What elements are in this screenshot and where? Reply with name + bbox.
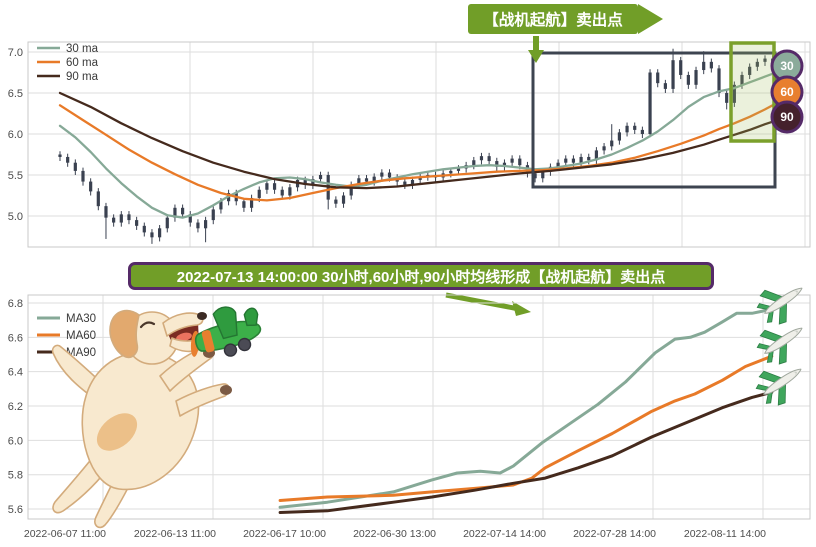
x-axis-tick: 2022-06-13 11:00: [134, 528, 216, 540]
y-axis-tick: 6.2: [8, 401, 23, 413]
annotation-arrow-down: [533, 36, 539, 51]
bottom-legend: MA30 MA60 MA90: [37, 313, 96, 359]
x-axis-tick: 2022-06-30 13:00: [353, 528, 436, 540]
x-axis-tick: 2022-07-28 14:00: [573, 528, 656, 540]
legend-label: MA60: [66, 330, 96, 342]
dog-upper-jaw: [162, 312, 204, 337]
legend-label: MA90: [66, 347, 96, 359]
dog-tongue: [176, 332, 192, 342]
ma-line-90ma: [58, 91, 782, 190]
y-axis-tick: 6.8: [8, 298, 23, 310]
y-axis-tick: 6.5: [8, 88, 23, 100]
toy-plane-stripe: [201, 330, 215, 353]
toy-plane-wheel: [237, 337, 252, 352]
decor-layer: [51, 271, 814, 529]
plot-border: [27, 294, 811, 520]
ma-line-MA90: [278, 390, 774, 514]
dog-illustration: [51, 309, 232, 529]
badge-label: 60: [780, 85, 794, 99]
ma-line-60ma: [58, 100, 782, 202]
toy-plane-tailfin: [243, 307, 259, 327]
y-axis-tick: 6.4: [8, 367, 23, 379]
badge-60: 60: [770, 75, 804, 109]
dog-eye: [139, 321, 156, 329]
x-axis-tick: 2022-08-11 14:00: [684, 528, 766, 540]
legend-label: MA30: [66, 313, 96, 325]
ma-line-MA30: [278, 308, 770, 509]
toy-plane-wheel: [223, 343, 238, 357]
x-axis-tick: 2022-07-14 14:00: [463, 528, 546, 540]
legend-label: 30 ma: [66, 43, 99, 55]
legend-label: 60 ma: [66, 57, 99, 69]
dog-nose: [197, 312, 207, 320]
badge-label: 30: [780, 59, 794, 73]
toy-plane-wing: [212, 306, 238, 340]
top-chart: 7.0 6.5 6.0 5.5 5.0 30 ma 60 ma 90 ma 30 60 90: [8, 41, 811, 248]
dog-paw-pad: [220, 385, 232, 395]
y-axis-tick: 6.0: [8, 129, 23, 141]
badge-90: 90: [770, 100, 804, 134]
jet-ma30: [751, 271, 814, 332]
x-axis-tick: 2022-06-17 10:00: [243, 528, 326, 540]
bottom-chart: 2022-06-07 11:00 2022-06-13 11:00 2022-06-…: [8, 294, 811, 540]
y-axis-tick: 5.6: [8, 504, 23, 516]
top-legend: 30 ma 60 ma 90 ma: [37, 43, 99, 83]
y-axis-tick: 5.0: [8, 211, 23, 223]
y-axis-tick: 6.6: [8, 332, 23, 344]
signal-banner: 2022-07-13 14:00:00 30小时,60小时,90小时均线形成【战…: [128, 262, 714, 290]
plot-border: [27, 41, 811, 248]
sell-point-annotation: 【战机起航】卖出点: [468, 4, 663, 63]
annotation-label: 【战机起航】卖出点: [483, 10, 623, 29]
toy-plane: [190, 306, 262, 357]
ma-line-30ma: [58, 69, 782, 219]
x-axis-tick: 2022-06-07 11:00: [24, 528, 106, 540]
banner-arrow: [445, 292, 531, 316]
y-axis-tick: 5.5: [8, 170, 23, 182]
y-axis-tick: 7.0: [8, 47, 23, 59]
badge-label: 90: [780, 110, 794, 124]
legend-label: 90 ma: [66, 71, 99, 83]
ma-line-MA60: [278, 354, 774, 502]
dog-back-patch: [96, 413, 138, 451]
takeoff-highlight-box: [729, 41, 776, 143]
dog-ear: [109, 309, 140, 359]
y-axis-tick: 6.0: [8, 435, 23, 447]
annotation-arrow-right: [638, 4, 663, 34]
y-axis-tick: 5.8: [8, 470, 23, 482]
